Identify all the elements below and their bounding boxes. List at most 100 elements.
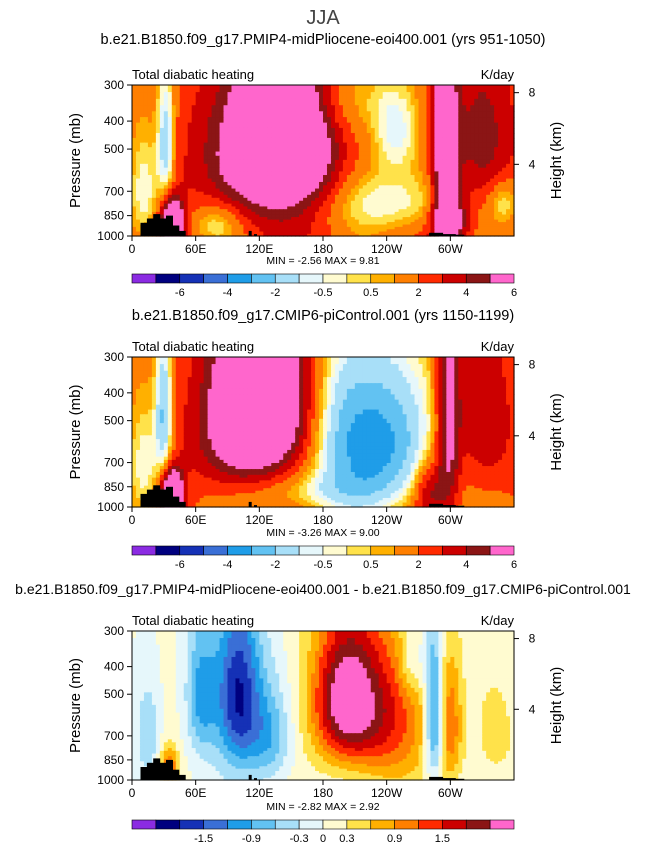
heatmap-cell <box>187 222 193 226</box>
heatmap-cell <box>410 214 416 218</box>
heatmap-cell <box>490 191 495 196</box>
heatmap-cell <box>426 122 432 129</box>
heatmap-cell <box>466 377 471 384</box>
heatmap-cell <box>402 111 408 118</box>
heatmap-cell <box>163 167 169 173</box>
heatmap-cell <box>454 155 459 161</box>
heatmap-cell <box>263 370 268 378</box>
heatmap-cell <box>330 117 336 124</box>
heatmap-cell <box>323 226 328 230</box>
heatmap-cell <box>279 175 284 180</box>
heatmap-cell <box>458 127 463 134</box>
heatmap-cell <box>251 399 256 406</box>
heatmap-cell <box>326 142 332 148</box>
heatmap-cell <box>315 226 320 230</box>
heatmap-cell <box>438 197 443 202</box>
heatmap-cell <box>155 188 161 193</box>
heatmap-cell <box>139 357 145 365</box>
heatmap-cell <box>155 357 161 365</box>
heatmap-cell <box>315 357 320 365</box>
heatmap-cell <box>434 197 439 202</box>
heatmap-cell <box>442 167 447 173</box>
heatmap-cell <box>183 127 189 134</box>
heatmap-cell <box>195 203 201 208</box>
heatmap-cell <box>231 203 237 208</box>
heatmap-cell <box>398 217 404 221</box>
heatmap-cell <box>135 137 141 144</box>
heatmap-cell <box>330 122 336 129</box>
heatmap-cell <box>470 209 475 213</box>
heatmap-cell <box>251 147 256 153</box>
heatmap-cell <box>139 194 145 199</box>
heatmap-cell <box>279 388 284 395</box>
heatmap-cell <box>279 167 284 173</box>
heatmap-cell <box>326 85 332 93</box>
heatmap-cell <box>358 191 364 196</box>
heatmap-cell <box>167 122 173 129</box>
heatmap-cell <box>303 383 308 390</box>
heatmap-cell <box>502 147 507 153</box>
heatmap-cell <box>426 155 432 161</box>
heatmap-cell <box>394 233 400 237</box>
heatmap-cell <box>231 142 237 148</box>
heatmap-cell <box>267 211 272 216</box>
heatmap-cell <box>303 377 308 384</box>
heatmap-cell <box>311 414 316 420</box>
heatmap-cell <box>231 388 237 395</box>
heatmap-cell <box>171 370 177 378</box>
heatmap-cell <box>235 224 241 228</box>
heatmap-cell <box>307 211 312 216</box>
heatmap-cell <box>247 357 252 365</box>
heatmap-cell <box>159 185 165 190</box>
heatmap-cell <box>346 159 352 165</box>
heatmap-cell <box>235 175 241 180</box>
heatmap-cell <box>323 175 328 180</box>
heatmap-cell <box>502 122 507 129</box>
heatmap-cell <box>207 217 213 221</box>
heatmap-cell <box>179 85 185 93</box>
heatmap-cell <box>323 409 328 415</box>
heatmap-cell <box>219 377 225 384</box>
heatmap-cell <box>299 175 304 180</box>
heatmap-cell <box>323 217 328 221</box>
heatmap-cell <box>259 197 264 202</box>
heatmap-cell <box>287 377 292 384</box>
heatmap-cell <box>382 188 388 193</box>
heatmap-cell <box>235 197 241 202</box>
heatmap-cell <box>159 151 165 157</box>
panel-title: b.e21.B1850.f09_g17.PMIP4-midPliocene-eo… <box>101 32 546 48</box>
heatmap-cell <box>446 111 451 118</box>
heatmap-cell <box>330 217 336 221</box>
heatmap-cell <box>207 117 213 124</box>
heatmap-cell <box>354 133 360 139</box>
heatmap-cell <box>386 167 392 173</box>
heatmap-cell <box>275 142 280 148</box>
heatmap-cell <box>271 159 276 165</box>
heatmap-cell <box>430 185 436 190</box>
heatmap-cell <box>171 364 177 372</box>
heatmap-cell <box>482 209 487 213</box>
heatmap-cell <box>510 142 515 148</box>
heatmap-cell <box>474 203 479 208</box>
heatmap-cell <box>271 175 276 180</box>
heatmap-cell <box>446 105 451 112</box>
heatmap-cell <box>283 185 288 190</box>
heatmap-cell <box>239 133 245 139</box>
heatmap-cell <box>179 98 185 106</box>
heatmap-cell <box>410 217 416 221</box>
heatmap-cell <box>510 217 515 221</box>
heatmap-cell <box>430 209 436 213</box>
heatmap-cell <box>422 217 428 221</box>
heatmap-cell <box>139 404 145 411</box>
heatmap-cell <box>406 388 412 395</box>
heatmap-cell <box>243 175 248 180</box>
heatmap-cell <box>319 414 324 420</box>
heatmap-cell <box>438 229 443 233</box>
heatmap-cell <box>334 370 340 378</box>
heatmap-cell <box>159 197 165 202</box>
heatmap-cell <box>291 98 296 106</box>
heatmap-cell <box>259 151 264 157</box>
heatmap-cell <box>251 357 256 365</box>
heatmap-cell <box>494 159 499 165</box>
heatmap-cell <box>151 394 157 401</box>
